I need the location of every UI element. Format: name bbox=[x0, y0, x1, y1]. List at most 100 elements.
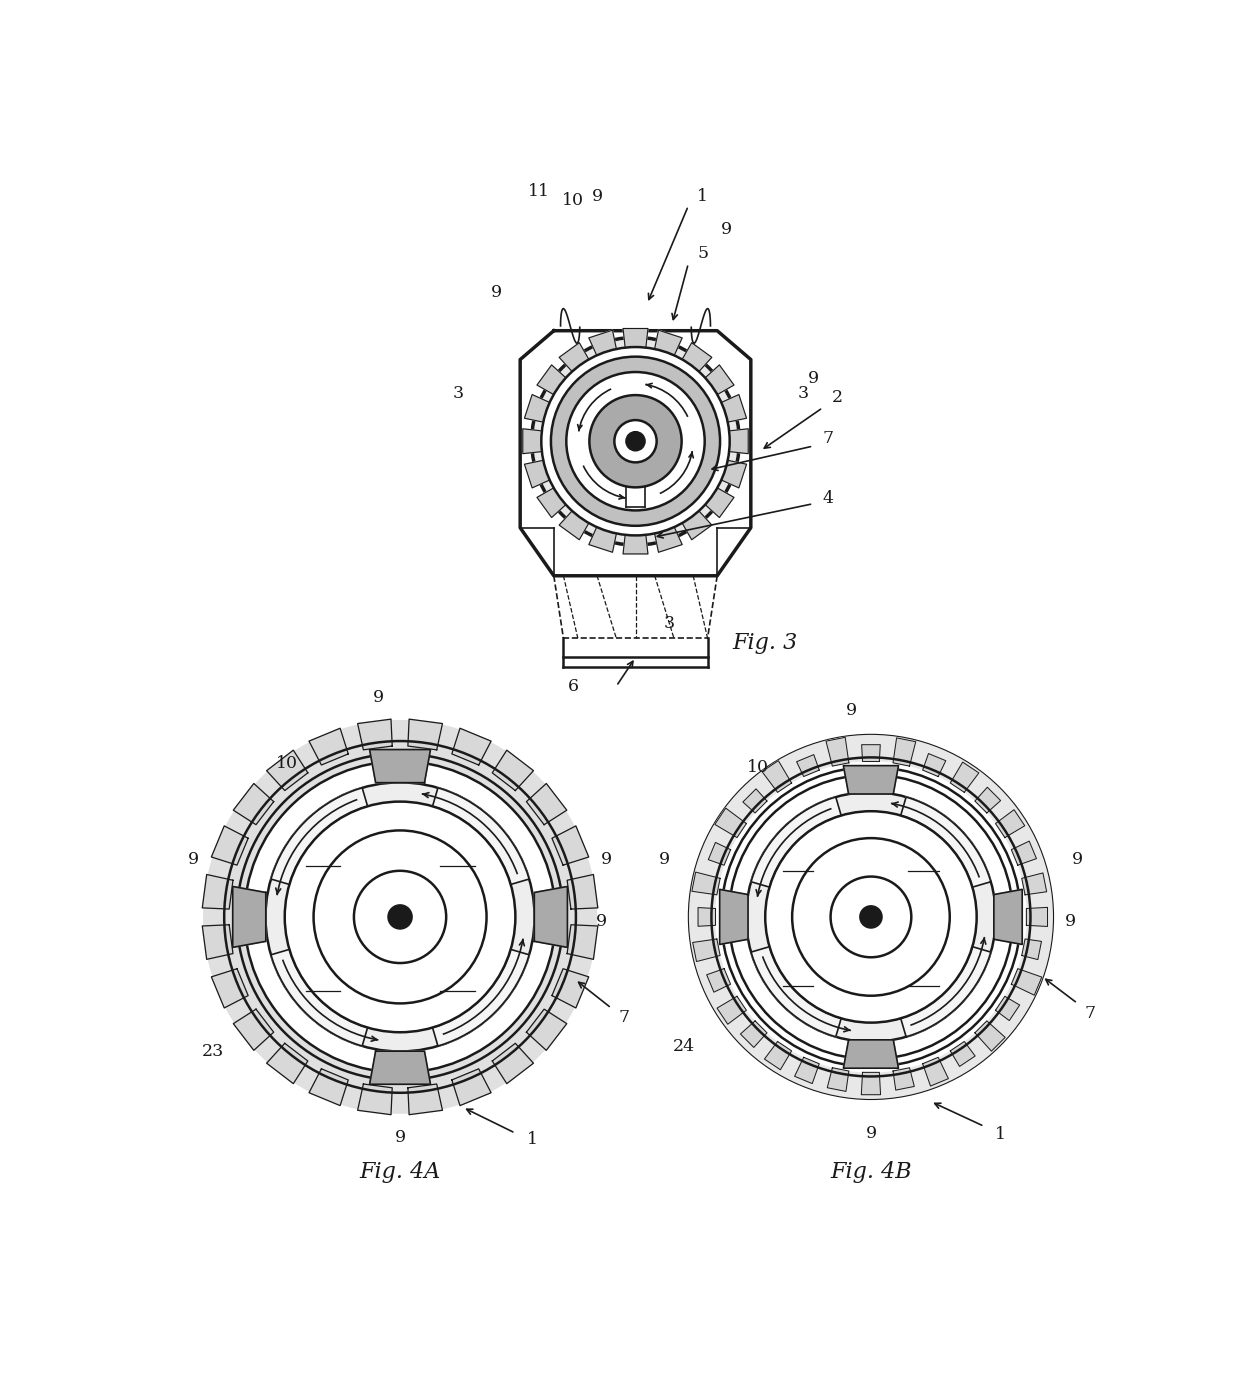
Polygon shape bbox=[722, 460, 746, 488]
Polygon shape bbox=[622, 535, 649, 554]
Text: 9: 9 bbox=[394, 1130, 405, 1146]
Polygon shape bbox=[722, 394, 746, 422]
Circle shape bbox=[729, 774, 1013, 1060]
Polygon shape bbox=[655, 526, 682, 553]
Polygon shape bbox=[589, 526, 616, 553]
Polygon shape bbox=[862, 744, 880, 762]
Circle shape bbox=[532, 338, 739, 546]
Polygon shape bbox=[698, 908, 715, 926]
Polygon shape bbox=[433, 788, 529, 885]
Polygon shape bbox=[1022, 872, 1047, 894]
Text: 5: 5 bbox=[697, 245, 708, 262]
Polygon shape bbox=[534, 886, 568, 947]
Text: 11: 11 bbox=[446, 971, 469, 988]
Text: Fig. 3: Fig. 3 bbox=[733, 633, 797, 655]
Polygon shape bbox=[893, 1068, 914, 1090]
Circle shape bbox=[675, 719, 1068, 1113]
Text: 4: 4 bbox=[822, 491, 833, 507]
Text: 11: 11 bbox=[787, 850, 808, 868]
Polygon shape bbox=[707, 969, 730, 992]
Circle shape bbox=[861, 907, 882, 927]
Polygon shape bbox=[357, 1084, 392, 1115]
Circle shape bbox=[244, 761, 556, 1072]
Polygon shape bbox=[527, 784, 567, 824]
Polygon shape bbox=[996, 810, 1024, 838]
Polygon shape bbox=[589, 331, 616, 356]
Polygon shape bbox=[233, 886, 265, 947]
Circle shape bbox=[314, 831, 486, 1003]
Circle shape bbox=[765, 812, 977, 1022]
Polygon shape bbox=[1027, 907, 1048, 926]
Circle shape bbox=[688, 734, 1054, 1100]
Polygon shape bbox=[202, 925, 233, 959]
Text: 11: 11 bbox=[446, 846, 469, 863]
Text: 6: 6 bbox=[568, 678, 579, 695]
Text: 7: 7 bbox=[619, 1009, 630, 1027]
Polygon shape bbox=[717, 996, 746, 1024]
Polygon shape bbox=[950, 762, 978, 792]
Polygon shape bbox=[993, 889, 1022, 944]
Polygon shape bbox=[796, 755, 820, 777]
Polygon shape bbox=[525, 394, 549, 422]
Circle shape bbox=[265, 783, 534, 1051]
Text: 3: 3 bbox=[799, 384, 810, 401]
Text: 1: 1 bbox=[996, 1126, 1006, 1142]
Polygon shape bbox=[370, 1051, 430, 1084]
Circle shape bbox=[244, 761, 556, 1072]
Polygon shape bbox=[714, 808, 746, 838]
Circle shape bbox=[551, 357, 720, 526]
Text: 3: 3 bbox=[663, 616, 675, 633]
Polygon shape bbox=[233, 784, 274, 824]
Text: 2: 2 bbox=[832, 390, 843, 407]
Polygon shape bbox=[743, 788, 768, 813]
Polygon shape bbox=[843, 766, 899, 794]
Text: 10: 10 bbox=[562, 193, 584, 209]
Polygon shape bbox=[827, 1068, 849, 1091]
Polygon shape bbox=[211, 969, 248, 1007]
Text: 11: 11 bbox=[913, 966, 935, 983]
Text: 9: 9 bbox=[601, 850, 613, 868]
Polygon shape bbox=[900, 947, 991, 1036]
Polygon shape bbox=[719, 889, 748, 944]
Polygon shape bbox=[622, 328, 649, 347]
Polygon shape bbox=[527, 1009, 567, 1050]
Polygon shape bbox=[357, 719, 392, 750]
Circle shape bbox=[353, 871, 446, 963]
Text: 9: 9 bbox=[846, 701, 857, 719]
Polygon shape bbox=[537, 488, 565, 518]
Text: 9: 9 bbox=[722, 222, 733, 238]
Polygon shape bbox=[272, 788, 367, 885]
Text: 9: 9 bbox=[1065, 914, 1076, 930]
Polygon shape bbox=[740, 1021, 768, 1047]
Text: 11: 11 bbox=[312, 971, 334, 988]
Polygon shape bbox=[975, 787, 1001, 813]
Polygon shape bbox=[492, 750, 533, 791]
Circle shape bbox=[193, 710, 606, 1123]
Polygon shape bbox=[682, 511, 712, 540]
Polygon shape bbox=[893, 737, 916, 766]
Text: 9: 9 bbox=[188, 850, 198, 868]
Polygon shape bbox=[552, 969, 589, 1007]
Text: 9: 9 bbox=[866, 1124, 877, 1141]
Text: 7: 7 bbox=[1085, 1005, 1096, 1021]
Polygon shape bbox=[729, 429, 748, 453]
Polygon shape bbox=[655, 331, 682, 356]
Text: 3: 3 bbox=[453, 384, 464, 401]
Text: 11: 11 bbox=[913, 850, 935, 868]
Polygon shape bbox=[552, 825, 589, 865]
Polygon shape bbox=[706, 365, 734, 394]
Circle shape bbox=[831, 876, 911, 958]
Polygon shape bbox=[826, 737, 849, 766]
Polygon shape bbox=[567, 875, 598, 909]
Polygon shape bbox=[751, 947, 841, 1036]
Text: Fig. 4A: Fig. 4A bbox=[360, 1160, 440, 1182]
Polygon shape bbox=[900, 796, 991, 887]
Circle shape bbox=[792, 838, 950, 996]
Polygon shape bbox=[996, 996, 1019, 1021]
Text: 9: 9 bbox=[373, 689, 384, 707]
Polygon shape bbox=[525, 460, 549, 488]
Circle shape bbox=[388, 905, 412, 929]
Polygon shape bbox=[233, 1009, 274, 1050]
Polygon shape bbox=[692, 872, 720, 894]
Circle shape bbox=[746, 792, 996, 1042]
